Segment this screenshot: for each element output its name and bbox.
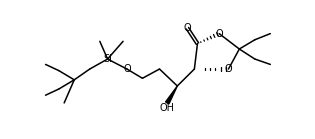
Text: O: O <box>123 64 131 74</box>
Polygon shape <box>166 86 177 104</box>
Text: Si: Si <box>103 54 112 64</box>
Text: OH: OH <box>160 103 175 113</box>
Text: O: O <box>215 29 223 39</box>
Text: O: O <box>225 64 232 74</box>
Text: O: O <box>184 23 191 33</box>
